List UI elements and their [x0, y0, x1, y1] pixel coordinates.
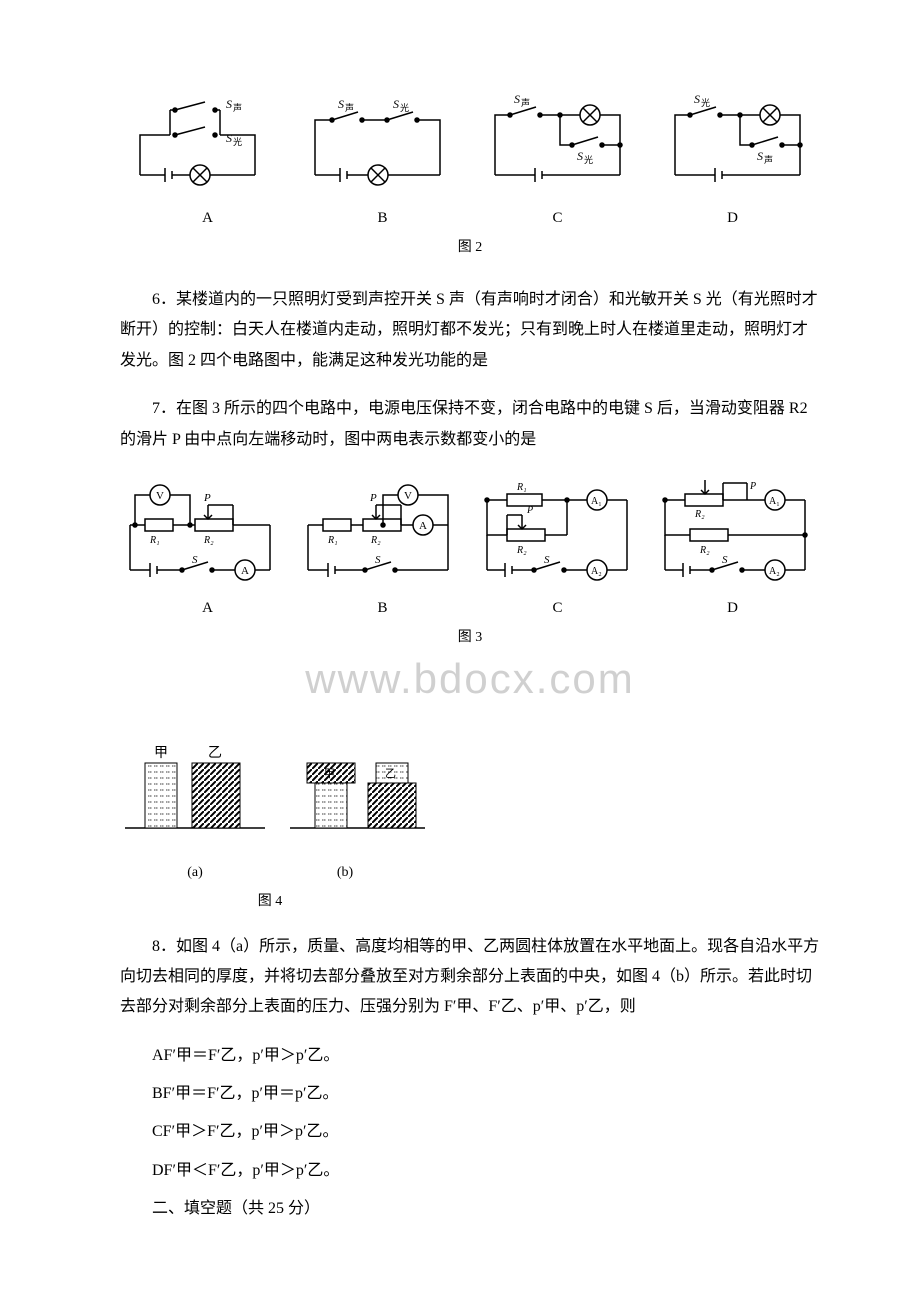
fig2-variant-labels: A B C D	[120, 204, 820, 233]
svg-text:S: S	[694, 92, 700, 106]
svg-text:光: 光	[701, 97, 710, 108]
label-s-sound: S	[226, 97, 232, 111]
svg-text:S: S	[393, 97, 399, 111]
fig3-circuit-b: V R₁ R₂ P S A	[298, 475, 463, 590]
svg-text:P: P	[369, 492, 377, 504]
svg-text:A: A	[241, 565, 249, 577]
fig2-circuit-d: S光 S声	[660, 80, 820, 200]
fig4-caption: 图 4	[120, 889, 420, 916]
fig4-sub-labels: (a) (b)	[120, 860, 420, 887]
svg-text:S: S	[514, 92, 520, 106]
fig4-jia-label: 甲	[154, 746, 168, 761]
fig2-caption: 图 2	[120, 235, 820, 262]
figure-4: 甲 乙 甲 乙 (a) (b) 图 4	[120, 733, 820, 916]
svg-text:R₂: R₂	[699, 545, 710, 556]
svg-text:P: P	[526, 505, 533, 516]
svg-text:V: V	[156, 490, 164, 502]
fig2-circuit-a: S声 S光	[120, 80, 280, 200]
svg-text:S: S	[757, 149, 763, 163]
section-2-heading: 二、填空题（共 25 分）	[120, 1194, 820, 1224]
fig2-label-c: C	[470, 204, 645, 233]
svg-text:S: S	[577, 149, 583, 163]
svg-text:A₁: A₁	[769, 496, 780, 507]
svg-text:R₂: R₂	[694, 509, 705, 520]
fig2-label-d: D	[645, 204, 820, 233]
svg-text:声: 声	[345, 102, 354, 113]
svg-text:A: A	[419, 520, 427, 532]
question-7: 7．在图 3 所示的四个电路中，电源电压保持不变，闭合电路中的电键 S 后，当滑…	[120, 394, 820, 455]
q8-option-a: AF′甲＝F′乙，p′甲＞p′乙。	[120, 1041, 820, 1071]
fig3-label-a: A	[120, 594, 295, 623]
svg-text:R₂: R₂	[203, 535, 214, 546]
svg-text:A₂: A₂	[591, 566, 602, 577]
svg-text:S: S	[722, 554, 728, 566]
fig3-variant-labels: A B C D	[120, 594, 820, 623]
svg-text:声: 声	[233, 102, 242, 113]
svg-text:R₂: R₂	[370, 535, 381, 546]
fig2-circuit-c: S声 S光	[480, 80, 640, 200]
svg-text:光: 光	[584, 154, 593, 165]
svg-text:S: S	[192, 554, 198, 566]
svg-text:R₂: R₂	[516, 545, 527, 556]
fig4-label-b: (b)	[270, 860, 420, 887]
svg-text:光: 光	[233, 136, 242, 147]
svg-text:A₂: A₂	[769, 566, 780, 577]
fig3-circuit-a: V R₁ R₂ P S A	[120, 475, 285, 590]
q8-option-b: BF′甲＝F′乙，p′甲＝p′乙。	[120, 1079, 820, 1109]
label-s-light: S	[226, 131, 232, 145]
fig2-label-b: B	[295, 204, 470, 233]
svg-text:P: P	[203, 492, 211, 504]
svg-text:光: 光	[400, 102, 409, 113]
svg-text:声: 声	[521, 97, 530, 108]
svg-text:A₁: A₁	[591, 496, 602, 507]
fig3-label-c: C	[470, 594, 645, 623]
fig3-circuit-d: R₂ R₂ P A₁ A₂ S	[655, 475, 820, 590]
fig2-label-a: A	[120, 204, 295, 233]
figure-2-row: S声 S光	[120, 80, 820, 200]
fig3-label-d: D	[645, 594, 820, 623]
q8-option-d: DF′甲＜F′乙，p′甲＞p′乙。	[120, 1156, 820, 1186]
svg-text:乙: 乙	[385, 767, 396, 780]
svg-text:V: V	[404, 490, 412, 502]
svg-text:R₁: R₁	[327, 535, 338, 546]
svg-text:R₁: R₁	[149, 535, 160, 546]
question-8: 8．如图 4（a）所示，质量、高度均相等的甲、乙两圆柱体放置在水平地面上。现各自…	[120, 932, 820, 1023]
q8-option-c: CF′甲＞F′乙，p′甲＞p′乙。	[120, 1117, 820, 1147]
svg-text:S: S	[375, 554, 381, 566]
question-6: 6．某楼道内的一只照明灯受到声控开关 S 声（有声响时才闭合）和光敏开关 S 光…	[120, 285, 820, 376]
fig4-yi-label: 乙	[208, 745, 222, 761]
page-content: S声 S光	[0, 0, 920, 1293]
svg-text:R₁: R₁	[516, 482, 527, 493]
svg-text:P: P	[749, 481, 756, 492]
svg-text:S: S	[544, 554, 550, 566]
figure-3-row: V R₁ R₂ P S A	[120, 475, 820, 590]
svg-text:S: S	[338, 97, 344, 111]
fig4-label-a: (a)	[120, 860, 270, 887]
fig3-caption: 图 3	[120, 625, 820, 652]
svg-text:声: 声	[764, 154, 773, 165]
fig2-circuit-b: S声 S光	[300, 80, 460, 200]
fig3-label-b: B	[295, 594, 470, 623]
fig3-circuit-c: R₁ R₂ P A₁ A₂ S	[477, 475, 642, 590]
svg-text:甲: 甲	[324, 768, 335, 780]
